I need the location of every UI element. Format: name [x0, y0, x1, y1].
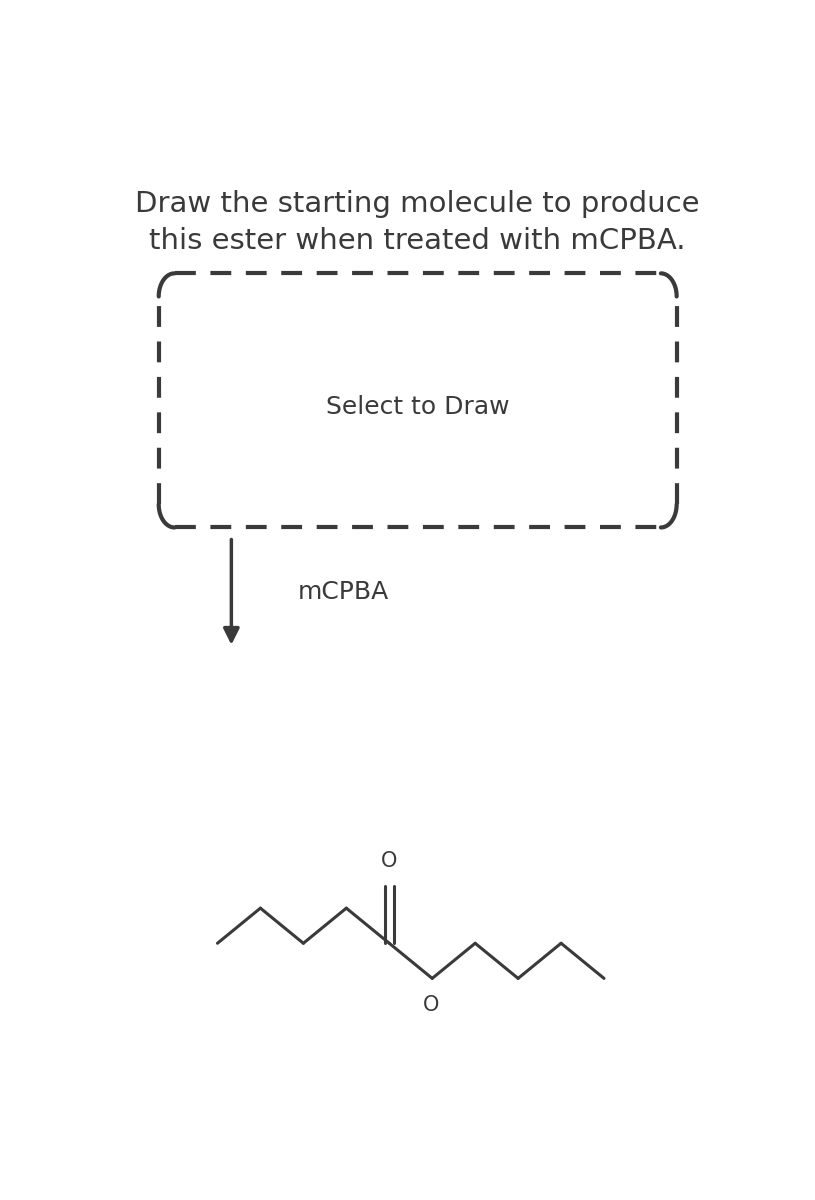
- Text: Select to Draw: Select to Draw: [326, 395, 509, 419]
- Text: O: O: [381, 851, 398, 871]
- Text: mCPBA: mCPBA: [297, 580, 389, 604]
- Text: O: O: [423, 995, 439, 1015]
- Text: Draw the starting molecule to produce: Draw the starting molecule to produce: [135, 190, 700, 218]
- Text: this ester when treated with mCPBA.: this ester when treated with mCPBA.: [149, 227, 686, 256]
